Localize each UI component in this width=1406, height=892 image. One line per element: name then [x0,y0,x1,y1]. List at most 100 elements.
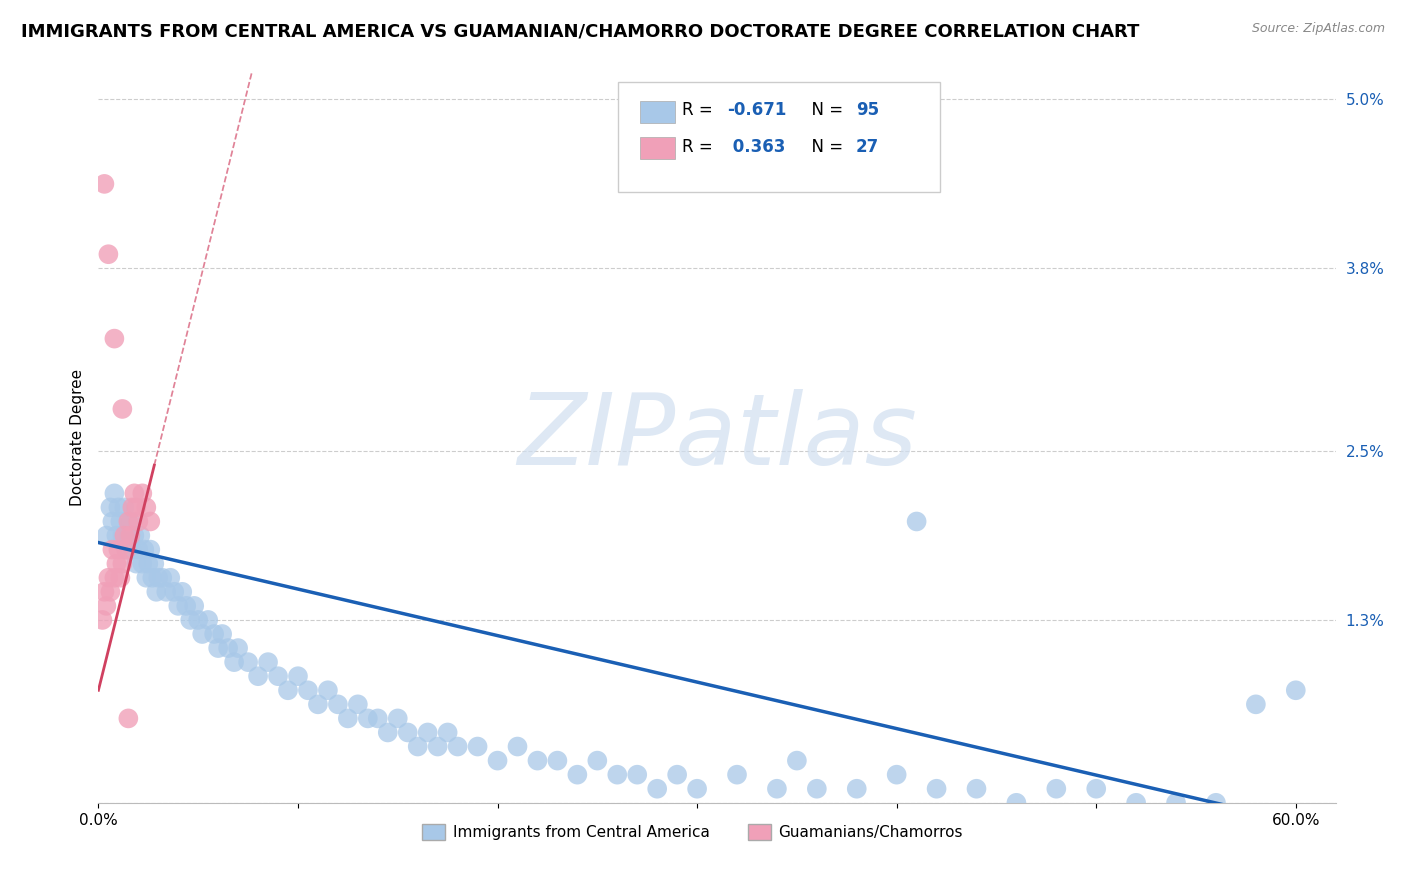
Point [626,767,648,781]
Point [467,739,489,754]
Point [120,515,142,529]
Text: 27: 27 [856,137,879,156]
Point [226,641,249,656]
Point [120,528,142,542]
Point [112,500,135,515]
Point [586,754,609,768]
Point [91,613,114,627]
Point [121,500,143,515]
Point [236,655,259,669]
Point [191,627,214,641]
Point [155,584,177,599]
Point [179,613,201,627]
Point [110,515,132,529]
Point [145,584,167,599]
Point [131,557,153,571]
Point [115,542,138,557]
Point [107,542,129,557]
Point [686,781,709,796]
Point [257,655,280,669]
Point [139,515,162,529]
Point [316,683,339,698]
Point [725,767,748,781]
Point [197,613,219,627]
Point [163,584,186,599]
Point [187,613,209,627]
Point [103,486,125,500]
Point [103,571,125,585]
Point [506,739,529,754]
Point [287,669,309,683]
Point [96,599,118,613]
Point [426,739,449,754]
Point [406,739,429,754]
Text: 95: 95 [856,101,879,120]
Point [267,669,290,683]
Point [606,767,628,781]
Point [112,528,135,542]
Point [135,500,157,515]
Point [129,528,152,542]
Point [121,542,143,557]
Point [117,528,139,542]
Point [966,781,988,796]
Point [139,542,162,557]
Point [567,767,589,781]
Point [1045,781,1067,796]
Point [172,584,194,599]
Point [357,711,380,725]
Text: N =: N = [801,137,849,156]
Point [416,725,439,739]
Text: R =: R = [682,137,718,156]
Point [307,698,329,712]
Point [886,767,908,781]
Point [124,528,146,542]
Point [436,725,458,739]
Point [141,571,163,585]
Point [110,571,132,585]
Point [100,584,122,599]
Point [645,781,668,796]
Point [143,557,166,571]
Point [127,515,149,529]
Point [1125,796,1147,810]
Point [111,557,134,571]
Point [93,177,115,191]
Point [202,627,225,641]
Bar [640,101,675,122]
Point [666,767,689,781]
Point [377,725,399,739]
Point [326,698,349,712]
Point [105,528,128,542]
Point [96,528,118,542]
Point [387,711,409,725]
Point [925,781,948,796]
Point [1285,683,1308,698]
Point [1244,698,1267,712]
Point [97,247,120,261]
Text: IMMIGRANTS FROM CENTRAL AMERICA VS GUAMANIAN/CHAMORRO DOCTORATE DEGREE CORRELATI: IMMIGRANTS FROM CENTRAL AMERICA VS GUAMA… [21,22,1139,40]
Y-axis label: Doctorate Degree: Doctorate Degree [69,368,84,506]
Point [1205,796,1227,810]
Point [136,557,159,571]
FancyBboxPatch shape [619,82,939,192]
Point [486,754,509,768]
Point [1005,796,1028,810]
Legend: Immigrants from Central America, Guamanians/Chamorros: Immigrants from Central America, Guamani… [416,818,969,847]
Point [117,515,139,529]
Point [806,781,828,796]
Bar [640,137,675,159]
Point [217,641,239,656]
Point [115,542,138,557]
Point [211,627,233,641]
Point [105,557,128,571]
Point [1085,781,1108,796]
Text: R =: R = [682,101,718,120]
Point [277,683,299,698]
Point [336,711,359,725]
Point [107,500,129,515]
Point [174,599,197,613]
Point [297,683,319,698]
Point [131,486,153,500]
Point [224,655,246,669]
